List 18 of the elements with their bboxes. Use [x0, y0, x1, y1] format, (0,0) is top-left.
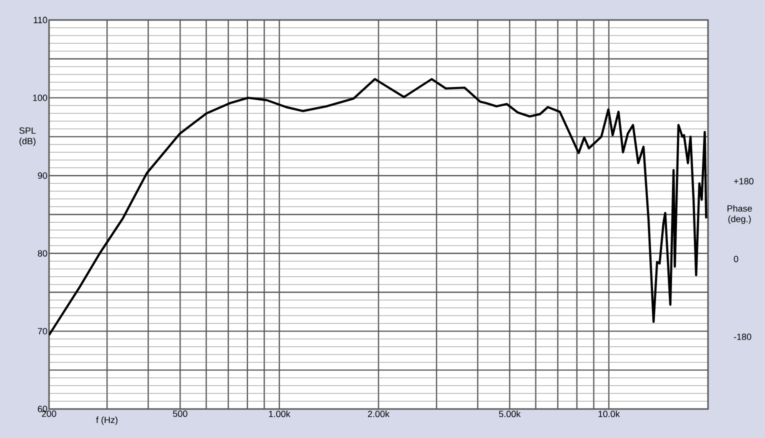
y2-tick-label: -180 — [734, 334, 752, 340]
x-axis-title: f (Hz) — [96, 416, 118, 425]
x-tick-label: 500 — [173, 410, 188, 417]
y2-tick-label: +180 — [734, 178, 754, 184]
x-tick-label: 200 — [42, 410, 56, 417]
y-tick-label: 70 — [38, 328, 48, 334]
y2-axis-title: Phase (deg.) — [728, 205, 752, 224]
y-axis-title: SPL (dB) — [19, 127, 36, 146]
y-tick-label: 110 — [34, 16, 48, 24]
x-tick-label: 1.00k — [269, 410, 290, 418]
y-tick-label: 90 — [38, 172, 48, 179]
y-tick-label: 60 — [38, 406, 48, 412]
x-tick-label: 5.00k — [498, 410, 521, 418]
x-tick-label: 2.00k — [368, 410, 390, 418]
y-tick-label: 100 — [33, 94, 48, 101]
y-tick-label: 80 — [38, 250, 48, 257]
y2-tick-label: 0 — [734, 256, 738, 262]
x-tick-label: 10.0k — [598, 410, 620, 418]
